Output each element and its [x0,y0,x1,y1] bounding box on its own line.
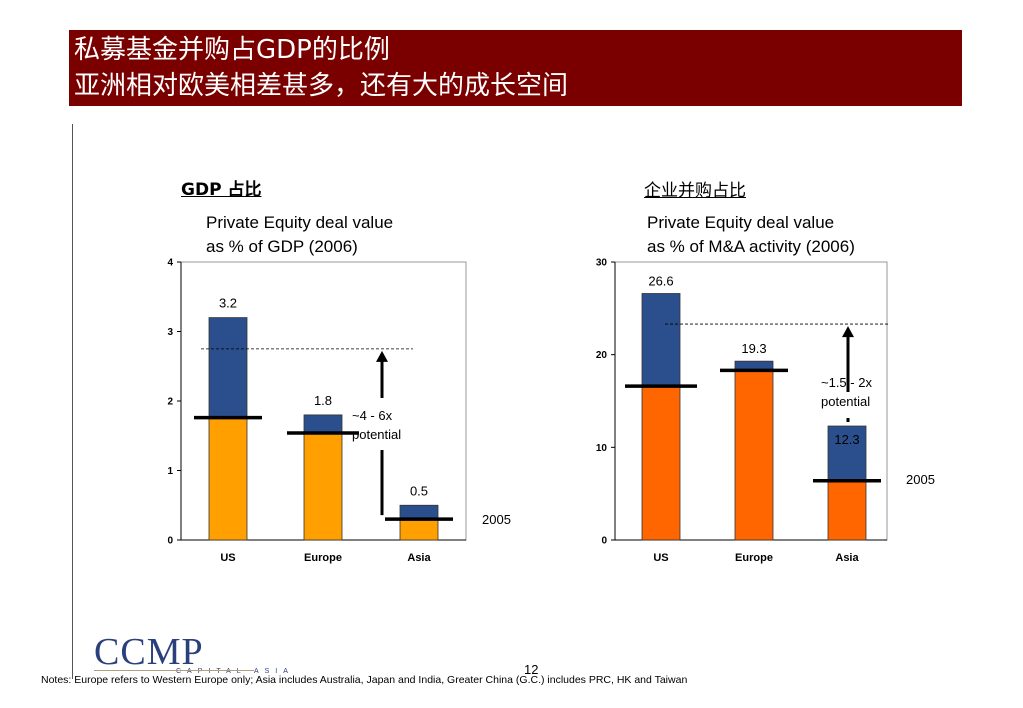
left-bar-us-base [208,417,248,541]
right-chart-subtitle-1: Private Equity deal value [647,213,835,232]
right-y-tick-label: 30 [596,258,608,269]
right-bar-asia-growth [827,425,867,482]
right-chart-heading: 企业并购占比 [644,181,746,201]
left-y-tick-label: 3 [167,327,173,338]
left-chart-heading: GDP 占比 [181,180,262,200]
left-data-label: 1.8 [314,393,332,408]
left-bar-europe-growth [303,414,343,434]
left-marker-label: 2005 [482,512,511,527]
left-category-label: Europe [304,552,342,564]
right-data-label: 12.3 [834,432,859,447]
right-category-label: Asia [835,552,859,564]
left-bar-asia-growth [399,504,439,520]
right-bar-europe-base [734,370,774,541]
left-y-tick-label: 2 [167,397,173,408]
right-y-tick-label: 20 [596,350,608,361]
page-subtitle: 亚洲相对欧美相差甚多，还有大的成长空间 [74,71,569,101]
right-category-label: Europe [735,552,773,564]
left-y-tick-label: 1 [167,466,173,477]
right-data-label: 26.6 [648,274,673,289]
title-banner [69,30,962,106]
left-y-tick-label: 4 [167,258,173,269]
left-arrow-head [376,350,388,362]
left-bar-us-growth [208,317,248,419]
left-bar-asia-base [399,518,439,541]
left-divider [72,124,73,679]
page-title: 私募基金并购占GDP的比例 [74,35,390,65]
right-chart-subtitle-2: as % of M&A activity (2006) [647,237,855,256]
right-bar-asia-base [827,480,867,541]
footnote: Notes: Europe refers to Western Europe o… [41,674,688,686]
left-annotation-1: ~4 - 6x [352,408,393,423]
left-y-tick-label: 0 [167,536,173,547]
left-annotation-2: potential [352,427,401,442]
right-data-label: 19.3 [741,341,766,356]
left-bar-europe-base [303,432,343,541]
ccmp-logo: CCMP CAPITAL ASIA [94,631,294,675]
right-bar-us-growth [641,293,681,387]
left-data-label: 3.2 [219,296,237,311]
right-category-label: US [653,552,668,564]
right-y-tick-label: 0 [601,536,607,547]
right-bar-us-base [641,385,681,541]
left-chart-subtitle-1: Private Equity deal value [206,213,394,232]
right-y-tick-label: 10 [596,443,608,454]
page-number: 12 [524,662,539,677]
left-category-label: US [220,552,235,564]
right-marker-label: 2005 [906,472,935,487]
left-chart-subtitle-2: as % of GDP (2006) [206,237,358,256]
left-data-label: 0.5 [410,483,428,498]
right-arrow-head [842,326,854,338]
right-annotation-2: potential [821,394,870,409]
left-category-label: Asia [407,552,431,564]
right-annotation-1: ~1.5 - 2x [821,375,872,390]
